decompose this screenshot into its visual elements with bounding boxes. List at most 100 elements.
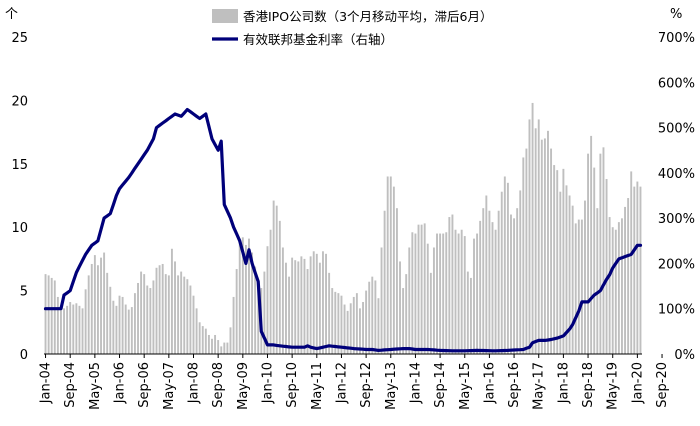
ipo-bar — [469, 277, 472, 354]
ipo-bar — [115, 305, 118, 354]
ipo-bar — [580, 219, 583, 354]
ipo-bar — [294, 260, 297, 354]
x-tick-label: Sep-12 — [359, 362, 374, 408]
ipo-bar — [426, 243, 429, 354]
x-tick-label: May-15 — [458, 362, 473, 410]
ipo-bar — [266, 246, 269, 354]
ipo-bar — [432, 247, 435, 354]
ipo-bar — [278, 220, 281, 354]
ipo-bar — [69, 302, 72, 354]
ipo-bar — [137, 282, 139, 354]
ipo-bar — [229, 327, 232, 354]
ipo-bar — [96, 265, 99, 354]
x-tick-label: Jan-18 — [556, 362, 571, 404]
ipo-bar — [220, 346, 223, 354]
ipo-bar — [63, 308, 65, 354]
ipo-bar — [75, 303, 78, 354]
left-y-tick-label: 0 — [20, 348, 28, 363]
plot-area — [43, 102, 643, 354]
ipo-bar — [124, 304, 127, 354]
ipo-bar — [81, 308, 84, 354]
ipo-bar — [149, 288, 152, 354]
ipo-bar — [362, 302, 364, 354]
x-tick-label: Jan-12 — [335, 362, 350, 404]
ipo-bar — [257, 282, 260, 354]
ipo-bar — [285, 262, 287, 354]
ipo-bar — [466, 271, 469, 354]
ipo-bar — [47, 275, 50, 354]
x-tick-label: May-09 — [236, 362, 251, 410]
ipo-bar — [263, 271, 266, 354]
ipo-bar — [392, 186, 395, 354]
ipo-bar — [254, 266, 257, 354]
ipo-bar — [349, 303, 352, 354]
ipo-bar — [177, 275, 180, 354]
ipo-bar — [192, 295, 195, 354]
ipo-bar — [328, 272, 331, 354]
x-tick-label: Sep-20 — [655, 362, 670, 408]
ipo-bar — [584, 200, 586, 354]
ipo-bar — [513, 218, 516, 354]
left-y-tick-label: 20 — [11, 94, 28, 109]
ipo-bar — [371, 276, 374, 354]
ipo-bar — [303, 258, 306, 354]
ipo-bar — [53, 280, 56, 354]
ipo-bar — [226, 342, 229, 354]
ipo-bar — [439, 233, 442, 354]
ipo-bar — [90, 263, 93, 354]
ipo-bar — [100, 257, 102, 354]
ipo-bar — [291, 257, 294, 354]
ipo-bar — [146, 285, 149, 354]
legend-swatch-ipo — [212, 9, 238, 23]
ipo-bar — [423, 223, 426, 354]
ipo-bar — [167, 275, 170, 354]
ipo-bar — [318, 262, 321, 354]
x-tick-label: May-11 — [310, 362, 325, 410]
ipo-bar — [103, 252, 106, 354]
ipo-bar — [312, 251, 315, 354]
ipo-bar — [337, 293, 340, 354]
ipo-bar — [506, 182, 509, 354]
x-tick-label: Sep-10 — [285, 362, 300, 408]
ipo-bar — [50, 277, 53, 354]
ipo-bar — [408, 247, 411, 354]
ipo-bar — [636, 181, 639, 354]
x-tick-label: May-05 — [88, 362, 103, 410]
ipo-bar — [140, 271, 143, 354]
ipo-bar — [232, 296, 235, 354]
ipo-bar — [503, 176, 506, 354]
ipo-bar — [121, 296, 124, 354]
ipo-bar — [605, 179, 608, 354]
ipo-bar — [355, 293, 358, 354]
ipo-bar — [491, 222, 494, 354]
ipo-bar — [204, 328, 207, 354]
legend: 香港IPO公司数（3个月移动平均，滞后6月） 有效联邦基金利率（右轴） — [212, 9, 492, 47]
ipo-bar — [365, 290, 368, 354]
x-tick-label: Sep-16 — [507, 362, 522, 408]
left-y-axis: 个 0 5 10 15 20 25 — [5, 7, 28, 363]
ipo-bar — [84, 289, 87, 354]
x-tick-label: Jan-04 — [39, 362, 54, 404]
ipo-bar — [281, 247, 284, 354]
ipo-bar — [306, 269, 309, 354]
ipo-bar — [599, 153, 602, 354]
left-axis-unit: 个 — [5, 7, 18, 22]
x-tick-label: Jan-20 — [630, 362, 645, 404]
ipo-bar — [395, 208, 398, 354]
ipo-bar — [547, 130, 549, 354]
ipo-bar — [127, 309, 130, 354]
ipo-bar — [315, 253, 318, 354]
ipo-bar — [399, 261, 401, 354]
legend-label-rate: 有效联邦基金利率（右轴） — [243, 32, 393, 47]
x-tick-label: Sep-18 — [581, 362, 596, 408]
ipo-bar — [217, 340, 220, 354]
ipo-bar — [497, 210, 500, 354]
ipo-bar — [164, 274, 167, 354]
ipo-bar — [183, 276, 186, 354]
x-tick-label: Sep-08 — [211, 362, 226, 408]
ipo-bar — [550, 148, 553, 354]
ipo-bar — [476, 233, 479, 354]
ipo-bar — [531, 102, 534, 354]
ipo-bar — [414, 233, 417, 354]
right-y-tick-label: 600% — [658, 76, 695, 91]
